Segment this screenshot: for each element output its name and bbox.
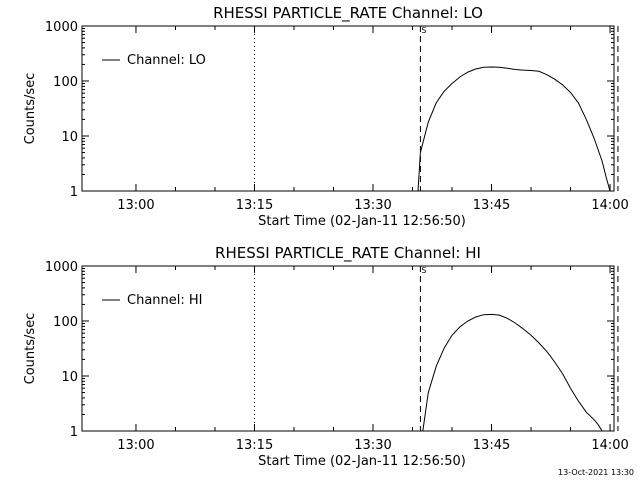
plot-frame xyxy=(81,265,615,432)
x-tick-label: 13:15 xyxy=(236,438,273,453)
y-tick-label: 100 xyxy=(53,75,78,90)
x-tick-label: 14:00 xyxy=(591,438,628,453)
y-tick-label: 10 xyxy=(61,130,78,145)
plot-frame xyxy=(81,25,615,192)
x-axis-label: Start Time (02-Jan-11 12:56:50) xyxy=(258,214,466,229)
x-tick-label: 13:45 xyxy=(473,438,510,453)
chart-title: RHESSI PARTICLE_RATE Channel: HI xyxy=(215,244,481,263)
series-line xyxy=(422,313,603,432)
panel-hi: RHESSI PARTICLE_RATE Channel: HI 13:00 13:… xyxy=(23,244,629,469)
chart-title: RHESSI PARTICLE_RATE Channel: LO xyxy=(213,4,483,23)
y-axis-label: Counts/sec xyxy=(23,313,38,385)
y-tick-label: 1 xyxy=(70,425,78,440)
x-axis-label: Start Time (02-Jan-11 12:56:50) xyxy=(258,454,466,469)
x-tick-label: 13:15 xyxy=(236,198,273,213)
x-tick-label: 13:30 xyxy=(354,438,391,453)
x-tick-label: 13:00 xyxy=(117,438,154,453)
y-tick-label: 10 xyxy=(61,370,78,385)
panel-lo: RHESSI PARTICLE_RATE Channel: LO 13:00 13:… xyxy=(23,4,629,229)
y-axis-label: Counts/sec xyxy=(23,73,38,145)
x-tick-label: 14:00 xyxy=(591,198,628,213)
y-tick-label: 1000 xyxy=(45,260,78,275)
y-tick-label: 1000 xyxy=(45,20,78,35)
legend-label: Channel: LO xyxy=(127,53,206,68)
x-tick-label: 13:45 xyxy=(473,198,510,213)
marker-s: S xyxy=(421,266,426,275)
x-tick-label: 13:00 xyxy=(117,198,154,213)
legend-label: Channel: HI xyxy=(127,293,203,308)
x-tick-label: 13:30 xyxy=(354,198,391,213)
y-tick-label: 1 xyxy=(70,185,78,200)
footer-timestamp: 13-Oct-2021 13:30 xyxy=(558,468,634,477)
series-line xyxy=(417,66,611,192)
y-tick-label: 100 xyxy=(53,315,78,330)
marker-s: S xyxy=(421,26,426,35)
